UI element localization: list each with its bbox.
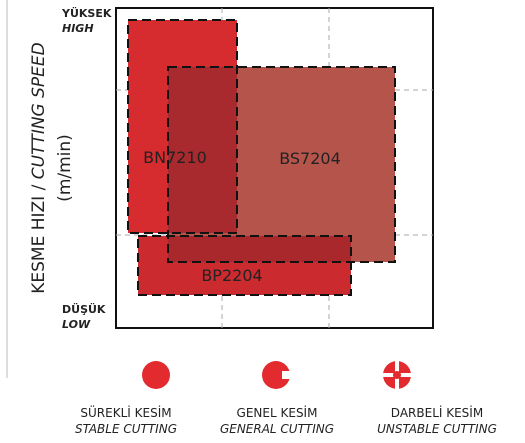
axis-label-tr: KESME HIZI / bbox=[29, 184, 49, 293]
overlap-area bbox=[168, 236, 351, 262]
unstable-icon bbox=[381, 359, 413, 391]
low-label: DÜŞÜK bbox=[62, 302, 106, 316]
grade-outlines bbox=[127, 19, 396, 296]
axis-unit: (m/min) bbox=[55, 134, 75, 202]
legend-label: SÜREKLİ KESİM bbox=[80, 404, 171, 420]
grade-label: BS7204 bbox=[279, 149, 341, 168]
legend-label-en: STABLE CUTTING bbox=[75, 422, 177, 436]
low-label-en: LOW bbox=[62, 318, 91, 331]
axis-label: KESME HIZI / CUTTING SPEED (m/min) bbox=[29, 42, 75, 294]
grade-label: BN7210 bbox=[143, 148, 207, 167]
legend-label-en: UNSTABLE CUTTING bbox=[377, 422, 497, 436]
stable-icon bbox=[142, 361, 170, 389]
legend-label: DARBELİ KESİM bbox=[391, 405, 483, 420]
grade-label: BP2204 bbox=[201, 266, 262, 285]
svg-text:KESME HIZI / CUTTING SPEED: KESME HIZI / CUTTING SPEED bbox=[29, 42, 49, 294]
legend-label: GENEL KESİM bbox=[237, 405, 318, 420]
high-label: YÜKSEK bbox=[61, 6, 112, 20]
overlap-area bbox=[168, 67, 237, 233]
legend-label-en: GENERAL CUTTING bbox=[220, 422, 334, 436]
general-icon bbox=[262, 361, 292, 389]
high-label-en: HIGH bbox=[62, 22, 94, 35]
axis-label-en: CUTTING SPEED bbox=[29, 42, 49, 179]
